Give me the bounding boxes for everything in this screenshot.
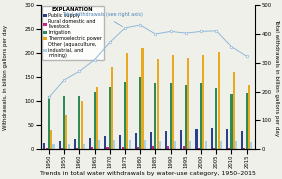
Bar (74, 139, 76, 149)
Bar (52, 144, 54, 149)
Bar (198, 148, 200, 149)
Bar (137, 147, 139, 149)
Bar (111, 67, 113, 149)
Bar (113, 140, 115, 149)
Bar (248, 85, 250, 149)
Bar (122, 147, 124, 149)
Bar (174, 141, 176, 149)
Bar (165, 131, 167, 149)
Bar (135, 133, 137, 149)
Bar (96, 87, 98, 149)
Bar (50, 130, 52, 149)
Bar (172, 55, 174, 149)
Y-axis label: Withdrawals, in billion gallons per day: Withdrawals, in billion gallons per day (3, 25, 8, 130)
Bar (182, 146, 185, 149)
Bar (98, 140, 100, 149)
Bar (104, 136, 106, 149)
Text: Total withdrawals (see right axis): Total withdrawals (see right axis) (62, 12, 143, 26)
Bar (126, 53, 128, 149)
Bar (144, 140, 146, 149)
Bar (78, 96, 80, 149)
Bar (235, 141, 237, 149)
Bar (139, 77, 141, 149)
Bar (169, 83, 172, 149)
Bar (83, 144, 85, 149)
Bar (61, 148, 63, 149)
Bar (65, 115, 67, 149)
Bar (250, 142, 252, 149)
Bar (226, 129, 228, 149)
Bar (228, 148, 230, 149)
Bar (211, 128, 213, 149)
Bar (187, 58, 189, 149)
Bar (233, 72, 235, 149)
Bar (119, 135, 122, 149)
Bar (243, 148, 245, 149)
Bar (215, 88, 217, 149)
Bar (152, 146, 154, 149)
Bar (195, 129, 197, 149)
Bar (63, 96, 65, 149)
Bar (200, 83, 202, 149)
Bar (81, 101, 83, 149)
Bar (159, 141, 161, 149)
Bar (154, 83, 157, 149)
Bar (124, 82, 126, 149)
Bar (89, 138, 91, 149)
Bar (167, 146, 169, 149)
Bar (150, 132, 152, 149)
Bar (217, 52, 220, 149)
Bar (129, 140, 131, 149)
Bar (185, 85, 187, 149)
Bar (109, 87, 111, 149)
Bar (48, 96, 50, 149)
Bar (205, 141, 207, 149)
Bar (157, 59, 159, 149)
Bar (107, 147, 109, 149)
Bar (190, 141, 191, 149)
Bar (94, 91, 96, 149)
Bar (180, 130, 182, 149)
Bar (43, 143, 45, 149)
Bar (142, 48, 144, 149)
Bar (241, 131, 243, 149)
Legend: Public supply, Rural domestic and
livestock, Irrigation, Thermoelectric power, O: Public supply, Rural domestic and livest… (41, 6, 104, 60)
Bar (220, 141, 222, 149)
Bar (91, 147, 93, 149)
Bar (68, 144, 70, 149)
Y-axis label: Total withdrawals in billion gallons per day: Total withdrawals in billion gallons per… (274, 18, 279, 136)
Bar (59, 141, 61, 149)
Bar (230, 94, 233, 149)
X-axis label: Trends in total water withdrawals by water-use category, 1950–2015: Trends in total water withdrawals by wat… (40, 171, 256, 176)
Bar (46, 148, 48, 149)
Bar (202, 55, 204, 149)
Bar (246, 93, 248, 149)
Bar (76, 148, 78, 149)
Bar (213, 148, 215, 149)
